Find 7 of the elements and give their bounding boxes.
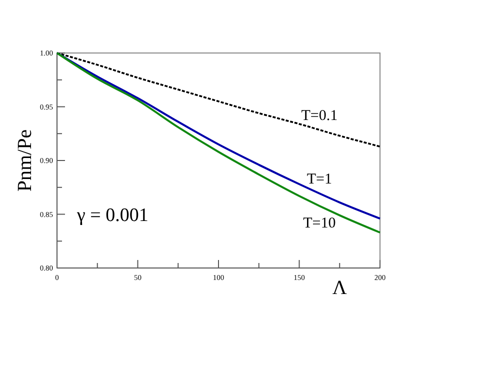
series-label: T=0.1 [301,108,338,124]
line-series [56,52,381,148]
y-axis-title: Pnm/Pe [14,129,36,192]
series-label: T=1 [306,171,332,188]
x-axis-title: Λ [332,277,348,299]
annotation: γ = 0.001 [76,205,148,226]
series-label: T=10 [303,216,336,232]
